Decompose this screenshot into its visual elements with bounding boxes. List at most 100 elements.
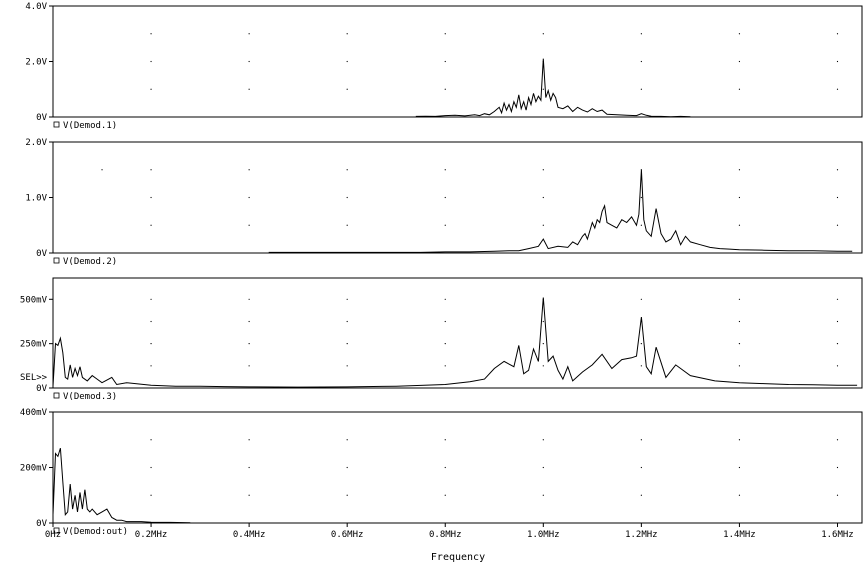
grid-dot [738, 439, 741, 441]
grid-dot [444, 365, 446, 367]
grid-dot [346, 298, 348, 300]
grid-dot [738, 298, 741, 300]
grid-dot [640, 298, 642, 300]
grid-dot [150, 494, 152, 496]
y-tick-label: 2.0V [25, 58, 47, 68]
panel-frame [52, 5, 863, 118]
x-axis-title: Frequency [431, 552, 485, 563]
grid-dot [248, 365, 250, 367]
grid-dot [542, 224, 544, 226]
x-tick-label: 0.4MHz [233, 530, 266, 540]
grid-dot [150, 343, 152, 345]
series-trace [52, 297, 858, 388]
grid-dot [542, 494, 544, 496]
grid-dot [444, 343, 446, 345]
legend-marker [53, 257, 60, 264]
grid-dot [542, 320, 544, 323]
grid-dot [836, 343, 839, 345]
grid-dot [640, 365, 642, 367]
grid-dot [542, 365, 544, 367]
grid-dot [640, 196, 642, 199]
grid-dot [346, 60, 348, 63]
grid-dot [248, 33, 250, 35]
legend-marker [53, 527, 60, 534]
y-tick-label: 0V [36, 113, 47, 123]
grid-dot [444, 224, 446, 226]
grid-dot [444, 60, 446, 63]
grid-dot [738, 196, 741, 199]
grid-dot [346, 343, 348, 345]
legend-label: V(Demod:out) [63, 527, 128, 537]
grid-dot [444, 466, 446, 469]
grid-dot [248, 196, 250, 199]
grid-dot [444, 169, 446, 171]
grid-dot [738, 60, 741, 63]
grid-dot [640, 466, 642, 469]
grid-dot [738, 343, 741, 345]
grid-dot [346, 439, 348, 441]
grid-dot [836, 224, 839, 226]
y-tick-label: 400mV [20, 408, 48, 418]
grid-dot [346, 33, 348, 35]
grid-dot [738, 33, 741, 35]
panel-frame [52, 141, 863, 254]
grid-dot [836, 88, 839, 90]
grid-dot [248, 224, 250, 226]
grid-dot [640, 88, 642, 90]
grid-dot [542, 169, 544, 171]
grid-dot [542, 439, 544, 441]
x-tick-label: 0.2MHz [135, 530, 168, 540]
grid-dot [836, 320, 839, 323]
grid-dot [444, 33, 446, 35]
grid-dot [248, 439, 250, 441]
y-tick-label: 4.0V [25, 2, 47, 12]
grid-dot [150, 365, 152, 367]
grid-dot [346, 169, 348, 171]
grid-dot [150, 224, 152, 226]
legend-label: V(Demod.3) [63, 392, 117, 402]
grid-dot [346, 365, 348, 367]
grid-dot [444, 298, 446, 300]
grid-dot [542, 343, 544, 345]
grid-dot [248, 466, 250, 469]
grid-dot [150, 60, 152, 63]
grid-dot [444, 439, 446, 441]
grid-dot [836, 439, 839, 441]
x-tick-label: 1.4MHz [723, 530, 756, 540]
series-trace [415, 58, 691, 118]
grid-dot [836, 494, 839, 496]
grid-dot [836, 33, 839, 35]
grid-dot [738, 88, 741, 90]
grid-dot [150, 320, 152, 323]
grid-dot [150, 196, 152, 199]
y-tick-label: 0V [36, 519, 47, 529]
grid-dot [150, 466, 152, 469]
grid-dot [444, 494, 446, 496]
x-axis: 0Hz 0.2MHz 0.4MHz 0.6MHz 0.8MHz 1.0MHz 1.2MHz 1… [45, 523, 854, 540]
grid-dot [346, 224, 348, 226]
grid-dot [738, 169, 741, 171]
legend-label: V(Demod.2) [63, 257, 117, 267]
y-tick-label: 0V [36, 249, 47, 259]
y-tick-label: 0V [36, 384, 47, 394]
grid-dot [444, 196, 446, 199]
grid-dot [640, 439, 642, 441]
panel-frame [52, 411, 863, 524]
legend-label: V(Demod.1) [63, 121, 117, 131]
grid-dot [738, 365, 741, 367]
panel-1: 0V 2.0V 4.0V V(Demod.1) [25, 2, 863, 131]
panel-frame [52, 277, 863, 389]
grid-dot [738, 466, 741, 469]
grid-dot [738, 494, 741, 496]
grid-dot [738, 320, 741, 323]
y-tick-label: 200mV [20, 464, 48, 474]
grid-dot [248, 343, 250, 345]
grid-dot [346, 466, 348, 469]
panel-4: 0V 200mV 400mV V(Demod:out) [20, 408, 863, 537]
grid-dot [346, 88, 348, 90]
grid-dot [444, 88, 446, 90]
grid-dot [640, 343, 642, 345]
grid-dot [836, 60, 839, 63]
grid-dot [836, 298, 839, 300]
